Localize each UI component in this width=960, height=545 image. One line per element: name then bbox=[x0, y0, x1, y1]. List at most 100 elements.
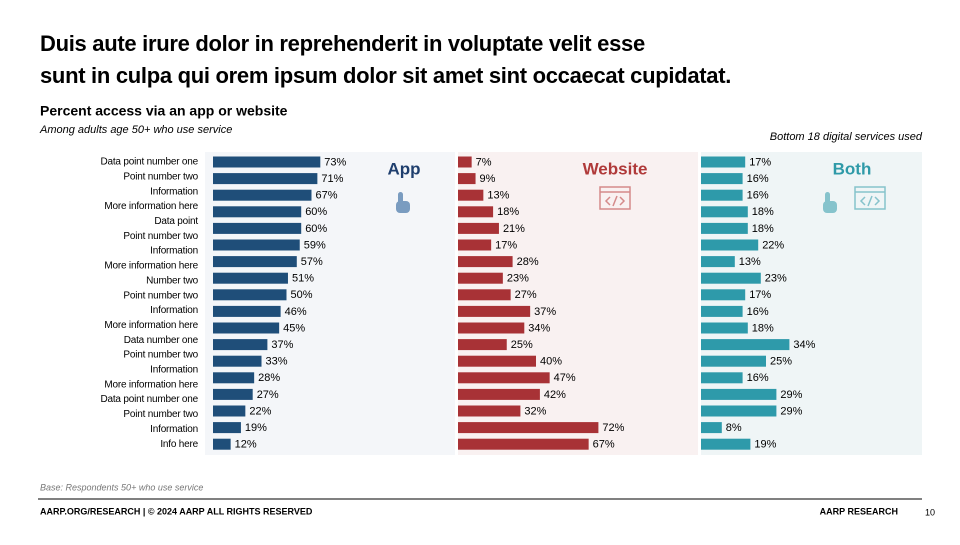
value-label: 29% bbox=[780, 389, 802, 401]
bar bbox=[701, 222, 748, 234]
row-label: Information bbox=[150, 424, 198, 435]
value-label: 19% bbox=[754, 439, 776, 451]
value-label: 23% bbox=[765, 273, 787, 285]
value-label: 71% bbox=[321, 173, 343, 185]
tap-icon bbox=[396, 192, 410, 213]
panel-title: App bbox=[387, 159, 420, 178]
row-label: Data number one bbox=[124, 335, 199, 346]
bar bbox=[701, 173, 743, 185]
bar bbox=[213, 422, 241, 434]
bar bbox=[458, 189, 484, 201]
value-label: 23% bbox=[507, 273, 529, 285]
value-label: 67% bbox=[593, 439, 615, 451]
bar bbox=[213, 438, 231, 450]
bar bbox=[213, 256, 297, 268]
bar bbox=[701, 239, 759, 251]
bar bbox=[701, 322, 748, 334]
value-label: 16% bbox=[747, 372, 769, 384]
value-label: 18% bbox=[752, 223, 774, 235]
row-label: Point number two bbox=[123, 231, 198, 242]
value-label: 57% bbox=[301, 256, 323, 268]
footer-left: AARP.ORG/RESEARCH | © 2024 AARP ALL RIGH… bbox=[40, 506, 313, 516]
value-label: 67% bbox=[315, 190, 337, 202]
value-label: 25% bbox=[511, 339, 533, 351]
value-label: 28% bbox=[258, 372, 280, 384]
value-label: 46% bbox=[285, 306, 307, 318]
row-label: Information bbox=[150, 186, 198, 197]
tap-icon bbox=[823, 192, 837, 213]
value-label: 18% bbox=[752, 322, 774, 334]
chart-heading: Percent access via an app or website bbox=[40, 103, 288, 119]
value-label: 34% bbox=[528, 322, 550, 334]
bar bbox=[458, 173, 476, 185]
bar bbox=[701, 305, 743, 317]
row-label: Point number two bbox=[123, 409, 198, 420]
row-label: Point number two bbox=[123, 350, 198, 361]
base-note: Base: Respondents 50+ who use service bbox=[40, 482, 203, 492]
bar bbox=[213, 173, 318, 185]
bar bbox=[458, 239, 492, 251]
panel-title: Website bbox=[583, 159, 648, 178]
bar bbox=[701, 339, 790, 351]
bar bbox=[701, 206, 748, 218]
row-label: Data point number one bbox=[100, 157, 198, 168]
bar bbox=[458, 438, 589, 450]
bar bbox=[213, 206, 302, 218]
value-label: 60% bbox=[305, 206, 327, 218]
bar bbox=[458, 388, 540, 400]
value-label: 16% bbox=[747, 190, 769, 202]
title-line: Duis aute irure dolor in reprehenderit i… bbox=[40, 31, 645, 56]
value-label: 29% bbox=[780, 405, 802, 417]
row-label: Info here bbox=[160, 439, 198, 450]
bar bbox=[701, 355, 766, 367]
bar bbox=[213, 405, 246, 417]
value-label: 18% bbox=[497, 206, 519, 218]
bar bbox=[701, 272, 761, 284]
bar bbox=[458, 256, 513, 268]
row-label: More information here bbox=[104, 261, 198, 272]
value-label: 8% bbox=[726, 422, 742, 434]
bar bbox=[458, 289, 511, 301]
value-label: 22% bbox=[249, 405, 271, 417]
value-label: 72% bbox=[602, 422, 624, 434]
value-label: 21% bbox=[503, 223, 525, 235]
value-label: 18% bbox=[752, 206, 774, 218]
bar bbox=[701, 156, 746, 168]
bar bbox=[213, 289, 287, 301]
bar bbox=[458, 372, 550, 384]
bar bbox=[213, 305, 281, 317]
bar bbox=[701, 289, 746, 301]
value-label: 17% bbox=[495, 239, 517, 251]
bar bbox=[458, 322, 525, 334]
bar bbox=[213, 156, 321, 168]
value-label: 40% bbox=[540, 356, 562, 368]
value-label: 34% bbox=[793, 339, 815, 351]
bar bbox=[458, 422, 599, 434]
bar bbox=[701, 405, 777, 417]
value-label: 13% bbox=[487, 190, 509, 202]
bar bbox=[701, 388, 777, 400]
value-label: 9% bbox=[480, 173, 496, 185]
chart-note: Bottom 18 digital services used bbox=[770, 131, 923, 143]
row-label: Point number two bbox=[123, 290, 198, 301]
bar bbox=[213, 388, 253, 400]
row-label: More information here bbox=[104, 320, 198, 331]
value-label: 22% bbox=[762, 239, 784, 251]
bar bbox=[213, 189, 312, 201]
bar bbox=[701, 372, 743, 384]
code-icon bbox=[854, 186, 886, 210]
value-label: 16% bbox=[747, 306, 769, 318]
footer-right: AARP RESEARCH bbox=[820, 506, 898, 516]
row-label: Information bbox=[150, 365, 198, 376]
value-label: 59% bbox=[304, 239, 326, 251]
row-label: Data point number one bbox=[100, 394, 198, 405]
chart-subheading: Among adults age 50+ who use service bbox=[39, 124, 232, 136]
value-label: 19% bbox=[245, 422, 267, 434]
bar bbox=[701, 438, 751, 450]
bar bbox=[458, 355, 536, 367]
page-number: 10 bbox=[925, 507, 935, 517]
value-label: 37% bbox=[271, 339, 293, 351]
bar bbox=[213, 222, 302, 234]
bar bbox=[458, 156, 472, 168]
